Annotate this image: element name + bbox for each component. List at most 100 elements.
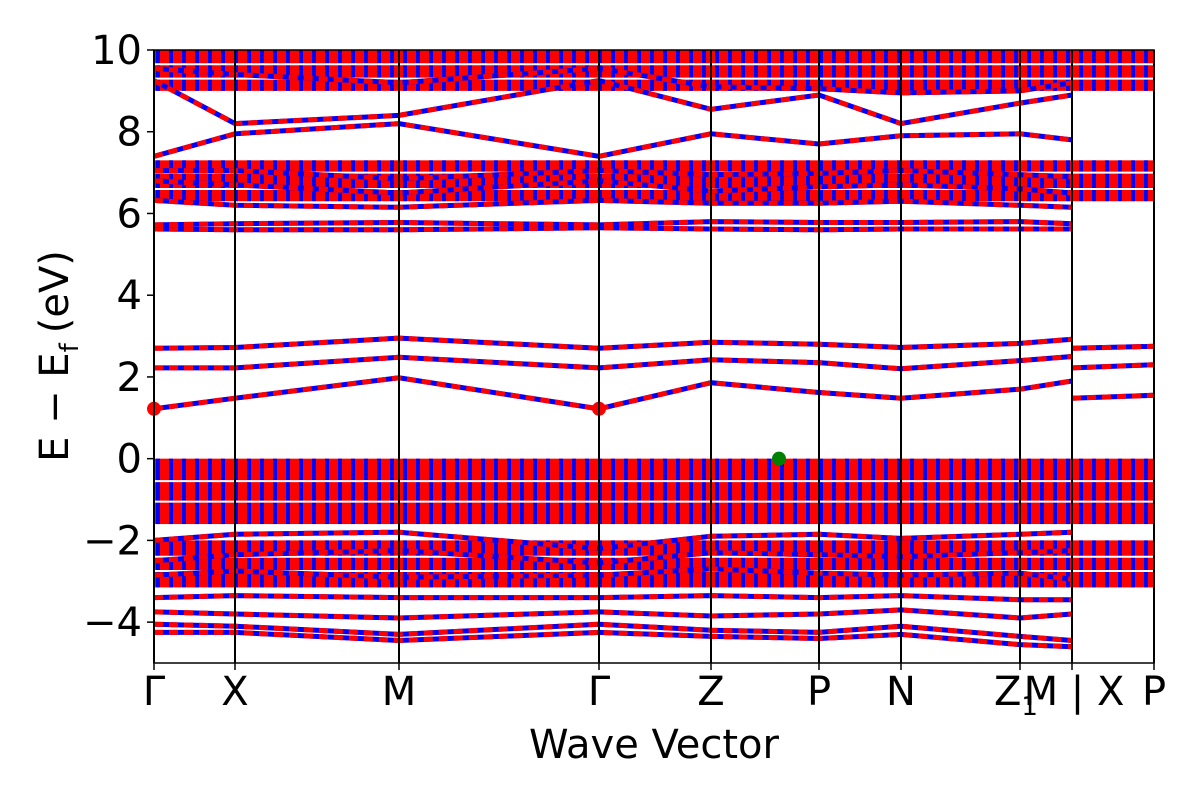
- dense-band-stripe: [546, 458, 550, 525]
- dense-band-stripe: [832, 540, 836, 588]
- dense-band-stripe: [468, 540, 472, 588]
- dense-band-stripe: [936, 458, 940, 525]
- y-tick-label: 6: [117, 191, 142, 237]
- y-axis-label-unit: (eV): [32, 250, 78, 333]
- dense-band-stripe: [845, 458, 849, 525]
- dense-band-stripe: [520, 540, 524, 588]
- dense-band-stripe: [494, 50, 498, 91]
- dense-band-stripe: [364, 458, 368, 525]
- dense-band-stripe: [767, 458, 771, 525]
- dense-band-stripe: [481, 458, 485, 525]
- x-axis-label: Wave Vector: [529, 722, 780, 768]
- dense-band-stripe: [650, 160, 654, 202]
- dense-band-stripe: [260, 50, 264, 91]
- dense-band-stripe: [1040, 540, 1044, 588]
- dense-band-stripe: [1105, 540, 1109, 588]
- dense-band-stripe: [585, 458, 589, 525]
- dense-band-stripe: [1053, 540, 1057, 588]
- dense-band-stripe: [871, 160, 875, 202]
- dense-band-stripe: [754, 160, 758, 202]
- dense-band-stripe: [455, 50, 459, 91]
- dense-band-stripe: [221, 458, 225, 525]
- dense-band-stripe: [572, 458, 576, 525]
- dense-band-stripe: [728, 160, 732, 202]
- dense-band-stripe: [715, 160, 719, 202]
- dense-band-stripe: [364, 540, 368, 588]
- dense-band-stripe: [780, 458, 784, 525]
- dense-band-stripe: [403, 50, 407, 91]
- vbm-marker: [772, 451, 786, 466]
- x-tick-label: Γ: [588, 669, 611, 715]
- dense-band-stripe: [559, 540, 563, 588]
- dense-band-stripe: [442, 50, 446, 91]
- dense-band-stripe: [1001, 160, 1005, 202]
- dense-band-stripe: [260, 458, 264, 525]
- dense-band-stripe: [377, 50, 381, 91]
- dense-band-stripe: [1001, 50, 1005, 91]
- dense-band-stripe: [325, 458, 329, 525]
- dense-band-stripe: [936, 50, 940, 91]
- dense-band-stripe: [741, 540, 745, 588]
- y-axis-label-group: E − Ef (eV): [32, 250, 85, 462]
- dense-band-stripe: [1092, 540, 1096, 588]
- dense-band-stripe: [923, 540, 927, 588]
- x-tick-label: N: [886, 669, 916, 715]
- dense-band-stripe: [169, 540, 173, 588]
- dense-band-stripe: [923, 50, 927, 91]
- dense-band-stripe: [481, 160, 485, 202]
- dense-band-stripe: [650, 50, 654, 91]
- x-tick-label: P: [1142, 669, 1166, 715]
- dense-band-stripe: [819, 160, 823, 202]
- dense-band-stripe: [1027, 160, 1031, 202]
- dense-band-stripe: [1105, 160, 1109, 202]
- dense-band-stripe: [858, 160, 862, 202]
- dense-band-stripe: [1040, 458, 1044, 525]
- dense-band-stripe: [793, 160, 797, 202]
- dense-band-stripe: [949, 50, 953, 91]
- dense-band-stripe: [468, 160, 472, 202]
- dense-band-stripe: [533, 458, 537, 525]
- dense-band-stripe: [429, 50, 433, 91]
- dense-band-stripe: [624, 540, 628, 588]
- dense-band-stripe: [221, 50, 225, 91]
- dense-band-stripe: [637, 160, 641, 202]
- dense-band-stripe: [1105, 50, 1109, 91]
- dense-band-stripe: [936, 540, 940, 588]
- dense-band-stripe: [1040, 50, 1044, 91]
- dense-band-stripe: [754, 50, 758, 91]
- dense-band-stripe: [819, 458, 823, 525]
- dense-band-stripe: [702, 50, 706, 91]
- dense-band-stripe: [767, 50, 771, 91]
- dense-band-stripe: [325, 540, 329, 588]
- dense-band-stripe: [884, 50, 888, 91]
- dense-band-stripe: [390, 540, 394, 588]
- dense-band-stripe: [299, 540, 303, 588]
- y-tick-label: 0: [117, 437, 142, 483]
- dense-band-stripe: [832, 50, 836, 91]
- dense-band-stripe: [715, 50, 719, 91]
- dense-band-stripe: [247, 160, 251, 202]
- dense-band-stripe: [754, 458, 758, 525]
- dense-band-stripe: [897, 540, 901, 588]
- dense-band-stripe: [364, 160, 368, 202]
- dense-band-stripe: [663, 160, 667, 202]
- dense-band-stripe: [1001, 540, 1005, 588]
- dense-band-stripe: [819, 50, 823, 91]
- band-line: [1071, 392, 1154, 401]
- dense-band-stripe: [884, 540, 888, 588]
- dense-band-stripe: [247, 458, 251, 525]
- dense-band-stripe: [793, 540, 797, 588]
- x-tick-label: P: [807, 669, 831, 715]
- dense-band-stripe: [910, 50, 914, 91]
- dense-band-stripe: [793, 458, 797, 525]
- dense-band-stripe: [1066, 540, 1070, 588]
- dense-band-stripe: [286, 540, 290, 588]
- band-line-dash: [1071, 392, 1154, 401]
- dense-band-stripe: [884, 458, 888, 525]
- dense-band-stripe: [741, 458, 745, 525]
- x-tick-label: Γ: [143, 669, 166, 715]
- dense-band-stripe: [273, 458, 277, 525]
- dense-band-stripe: [286, 458, 290, 525]
- dense-band-stripe: [702, 458, 706, 525]
- dense-band-stripe: [793, 50, 797, 91]
